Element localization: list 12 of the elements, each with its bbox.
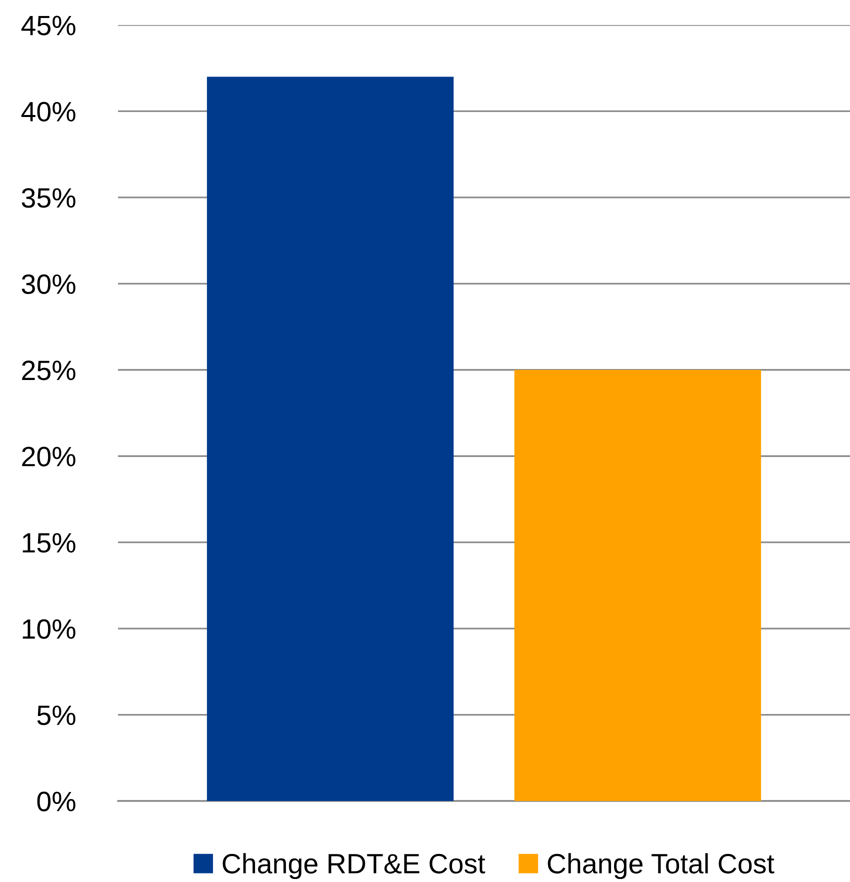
legend-label: Change Total Cost: [548, 853, 774, 880]
y-tick-label: 45%: [21, 16, 76, 36]
y-tick-label: 0%: [37, 792, 76, 812]
y-tick-label: 5%: [37, 706, 76, 726]
y-tick-label: 35%: [22, 188, 76, 208]
y-tick-label: 20%: [22, 446, 76, 466]
y-tick-label: 10%: [22, 619, 76, 639]
y-tick-label: 25%: [22, 360, 76, 380]
y-tick-label: 30%: [22, 274, 76, 294]
legend-label: Change RDT&E Cost: [222, 853, 486, 880]
y-tick-label: 15%: [22, 533, 76, 553]
y-tick-label: 40%: [21, 102, 76, 122]
